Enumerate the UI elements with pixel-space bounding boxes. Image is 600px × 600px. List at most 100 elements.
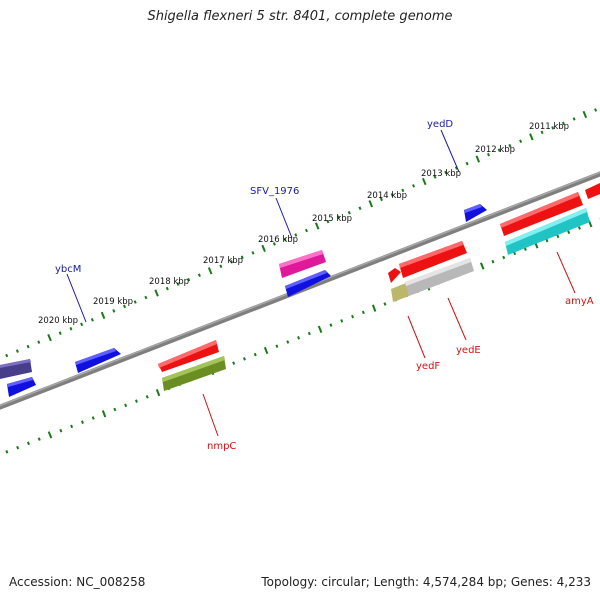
gene-yedF-red-small[interactable] (388, 268, 401, 283)
minor-tick (465, 161, 469, 166)
major-tick (421, 177, 427, 186)
minor-tick (497, 148, 501, 152)
minor-tick (351, 314, 355, 319)
map-title: Shigella flexneri 5 str. 8401, complete … (147, 9, 453, 24)
minor-tick (37, 437, 41, 441)
major-tick (154, 289, 159, 297)
gene-yedD[interactable] (464, 204, 487, 222)
minor-tick (556, 234, 560, 239)
minor-tick (502, 255, 506, 260)
gene-amyA-red[interactable] (500, 192, 583, 236)
minor-tick (80, 420, 84, 424)
minor-tick (59, 428, 63, 433)
minor-tick (240, 255, 244, 260)
minor-tick (187, 277, 191, 282)
minor-tick (294, 233, 298, 237)
minor-tick (307, 331, 311, 336)
kbp-label: 2016 kbp (258, 235, 298, 245)
gene-red-far-right[interactable] (585, 183, 600, 199)
minor-tick (329, 323, 333, 327)
minor-tick (340, 319, 344, 323)
minor-tick (523, 247, 527, 251)
accession-text: Accession: NC_008258 (9, 575, 146, 589)
minor-tick (540, 130, 544, 135)
gene-yedF[interactable] (391, 283, 409, 302)
minor-tick (112, 309, 116, 313)
minor-tick (379, 197, 383, 202)
minor-tick (145, 395, 149, 399)
minor-tick (58, 331, 62, 335)
major-tick (261, 244, 266, 252)
minor-tick (230, 260, 234, 264)
kbp-label: 2018 kbp (149, 277, 189, 287)
kbp-label: 2015 kbp (312, 214, 352, 224)
minor-tick (90, 318, 94, 322)
major-tick (263, 346, 269, 355)
minor-tick (176, 282, 180, 286)
gene-yedE[interactable] (405, 258, 474, 296)
minor-tick (304, 228, 309, 233)
gene-label-ybcM[interactable]: ybcM (55, 264, 81, 275)
minor-tick (326, 219, 330, 224)
minor-tick (37, 340, 41, 344)
minor-tick (253, 352, 257, 357)
minor-tick (347, 210, 351, 215)
gene-label-SFV_1976[interactable]: SFV_1976 (250, 186, 299, 197)
minor-tick (133, 300, 137, 304)
gene-label-yedE[interactable]: yedE (456, 345, 481, 356)
minor-tick (134, 399, 138, 403)
major-tick (475, 155, 481, 163)
minor-tick (551, 126, 555, 130)
gene-slate-left[interactable] (0, 359, 32, 379)
minor-tick (144, 295, 148, 300)
minor-tick (113, 407, 117, 412)
minor-tick (242, 357, 246, 361)
minor-tick (594, 108, 598, 112)
major-tick (47, 431, 53, 439)
gene-yedF-red[interactable] (399, 241, 467, 278)
minor-tick (508, 143, 512, 148)
minor-tick (272, 242, 276, 246)
minor-tick (124, 403, 128, 408)
minor-tick (197, 273, 201, 277)
major-tick (47, 334, 52, 342)
minor-tick (219, 264, 223, 268)
minor-tick (26, 441, 30, 446)
major-tick (101, 410, 107, 418)
kbp-label: 2019 kbp (93, 297, 133, 307)
major-tick (314, 222, 320, 230)
gene-amyA[interactable] (505, 208, 590, 255)
minor-tick (572, 117, 576, 121)
minor-tick (91, 416, 95, 420)
gene-label-amyA[interactable]: amyA (565, 296, 594, 307)
minor-tick (361, 310, 365, 315)
major-tick (582, 110, 588, 119)
gene-label-yedD[interactable]: yedD (427, 119, 453, 130)
minor-tick (486, 152, 491, 157)
kbp-label: 2017 kbp (203, 256, 243, 266)
minor-tick (491, 259, 495, 264)
gene-nmpC-red[interactable] (158, 340, 219, 372)
minor-tick (286, 340, 290, 344)
major-tick (368, 200, 374, 208)
minor-tick (251, 251, 255, 255)
major-tick (100, 311, 106, 319)
gene-SFV_1976-upper[interactable] (279, 250, 326, 278)
minor-tick (412, 184, 416, 188)
gene-nmpC[interactable] (162, 356, 226, 391)
gene-label-nmpC[interactable]: nmpC (207, 441, 236, 452)
minor-tick (5, 353, 9, 358)
gene-blue-left[interactable] (7, 377, 36, 397)
kbp-label: 2014 kbp (367, 191, 407, 201)
minor-tick (275, 344, 279, 348)
minor-tick (577, 226, 581, 230)
minor-tick (433, 175, 437, 179)
major-tick (155, 389, 161, 397)
gene-SFV_1976-lower[interactable] (285, 270, 331, 297)
kbp-label: 2013 kbp (421, 169, 461, 179)
minor-tick (561, 121, 565, 126)
gene-ybcM[interactable] (75, 348, 121, 373)
gene-label-yedF[interactable]: yedF (416, 361, 440, 372)
upper-tick-ring (5, 108, 598, 358)
